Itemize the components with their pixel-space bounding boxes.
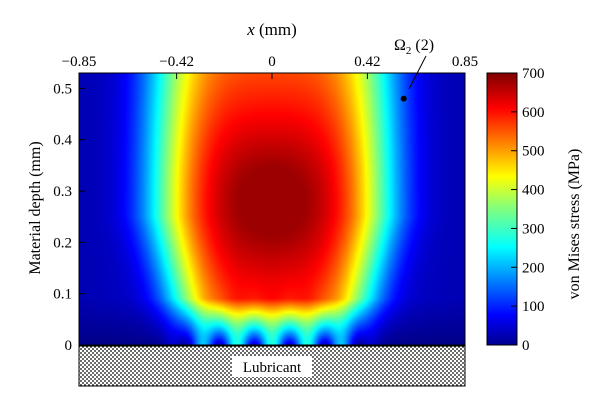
x-axis-variable: x	[246, 20, 255, 39]
colorbar-tick-label: 200	[522, 260, 545, 276]
x-axis-label: x (mm)	[246, 20, 297, 39]
y-tick-label: 0.3	[53, 184, 72, 200]
x-tick-label: 0.42	[354, 54, 380, 70]
y-axis-label: Material depth (mm)	[27, 141, 44, 274]
y-tick-label: 0.2	[53, 235, 72, 251]
y-tick-label: 0.1	[53, 287, 72, 303]
x-axis-unit: (mm)	[259, 20, 297, 39]
colorbar-gradient	[486, 72, 518, 346]
contour-plot-area	[78, 72, 466, 346]
x-tick-label: 0.85	[452, 54, 478, 70]
y-tick-label: 0.4	[53, 133, 72, 149]
colorbar-tick-label: 300	[522, 221, 545, 237]
y-axis-ticks: 0 0.1 0.2 0.3 0.4 0.5	[53, 81, 85, 354]
y-tick-label: 0.5	[53, 81, 72, 97]
colorbar-tick-label: 0	[522, 338, 530, 354]
y-tick-label: 0	[65, 338, 73, 354]
x-tick-label: 0	[268, 54, 276, 70]
x-tick-label: −0.85	[62, 54, 97, 70]
omega-annotation: Ω2 (2)	[394, 37, 434, 102]
omega-label: Ω2 (2)	[394, 37, 434, 57]
colorbar-tick-label: 100	[522, 299, 545, 315]
colorbar-tick-label: 600	[522, 105, 545, 121]
colorbar: 0 100 200 300 400 500 600 700 von Mises stress …	[486, 66, 583, 354]
colorbar-tick-label: 500	[522, 144, 545, 160]
x-axis-ticks: −0.85 −0.42 0 0.42 0.85	[62, 54, 478, 79]
lubricant-region: Lubricant	[78, 345, 466, 387]
stress-heatmap	[79, 73, 465, 345]
colorbar-tick-label: 700	[522, 66, 545, 82]
colorbar-label: von Mises stress (MPa)	[566, 149, 583, 300]
x-tick-label: −0.42	[159, 54, 194, 70]
colorbar-ticks: 0 100 200 300 400 500 600 700	[511, 66, 545, 354]
annotation-leader-line	[408, 55, 427, 90]
lubricant-label: Lubricant	[243, 360, 302, 376]
annotation-marker	[400, 95, 407, 102]
colorbar-tick-label: 400	[522, 183, 545, 199]
